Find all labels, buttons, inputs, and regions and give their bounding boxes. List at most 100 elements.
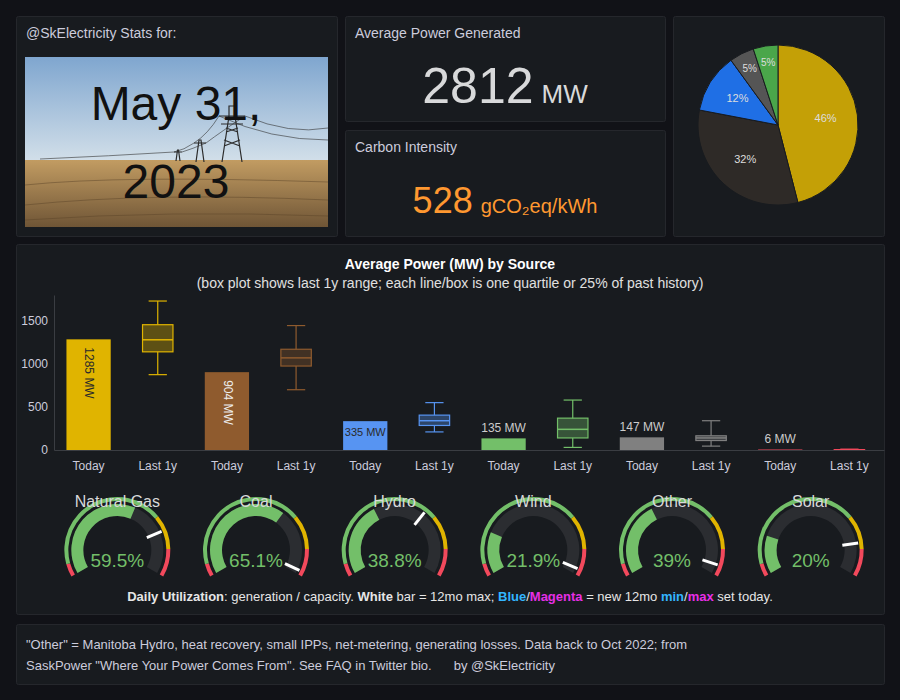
caption-part: White <box>357 589 392 604</box>
x-tick: Today <box>211 450 243 473</box>
pie-label: 12% <box>726 92 748 104</box>
gauge-value: 20% <box>792 550 830 571</box>
caption-part: set today. <box>714 589 773 604</box>
stat-unit: MW <box>542 79 589 109</box>
pie-label: 5% <box>761 57 776 68</box>
pie-slice <box>698 110 798 205</box>
x-tick-label: Last 1y <box>692 459 731 473</box>
gauge-caption: Daily Utilization: generation / capacity… <box>127 589 773 604</box>
data-labels: 1285 MW904 MW335 MW135 MW147 MW6 MW <box>82 347 796 446</box>
gauge-track <box>210 504 302 573</box>
x-tick-label: Last 1y <box>277 459 316 473</box>
bar <box>343 421 387 450</box>
chart-title: Average Power (MW) by Source <box>345 256 556 272</box>
gauge-threshold-band <box>66 563 75 576</box>
caption-part: max <box>688 589 715 604</box>
x-tick: Last 1y <box>830 450 869 473</box>
x-tick: Today <box>73 450 105 473</box>
gauge-max-marker <box>147 531 162 537</box>
pie-label: 46% <box>815 112 837 124</box>
box <box>834 449 864 450</box>
gauge-track <box>626 504 718 573</box>
y-tick-label: 1500 <box>21 314 48 328</box>
gauge-name: Wind <box>515 493 551 510</box>
pie-label: 32% <box>734 153 756 165</box>
box-lower-whisker <box>710 441 711 447</box>
gauge-name: Hydro <box>373 493 416 510</box>
gauge-track <box>349 504 441 573</box>
box-median <box>696 437 726 439</box>
box-upper-whisker <box>434 403 435 415</box>
bar-label: 147 MW <box>620 420 665 434</box>
box-upper-whisker <box>572 400 573 418</box>
y-tick-label: 500 <box>28 400 48 414</box>
box-lower-cap <box>702 446 720 447</box>
gauge-name: Coal <box>240 493 273 510</box>
box-lower-cap <box>564 447 582 448</box>
x-tick: Today <box>488 450 520 473</box>
box-median <box>143 339 173 341</box>
box-median <box>419 420 449 422</box>
gauge-track <box>487 504 579 573</box>
bar <box>66 339 110 450</box>
y-tick: 0 <box>41 443 54 457</box>
box <box>419 415 449 425</box>
gauge-value: 39% <box>653 550 691 571</box>
gauge-max-marker <box>415 512 425 525</box>
gauge-threshold-band <box>760 563 769 576</box>
date-text: 2023 <box>123 155 230 208</box>
x-tick: Last 1y <box>138 450 177 473</box>
gauge-value: 21.9% <box>506 550 560 571</box>
box-median <box>558 429 588 431</box>
bar <box>620 437 664 450</box>
caption-part: = new 12mo <box>583 589 661 604</box>
caption-part: Magenta <box>530 589 584 604</box>
x-axis-line <box>55 450 885 451</box>
gauge-value: 59.5% <box>90 550 144 571</box>
gauge-name: Solar <box>792 493 830 510</box>
box-median <box>281 357 311 359</box>
stat-number: 528 <box>413 180 473 221</box>
box-upper-cap <box>149 300 167 301</box>
gauge-name: Other <box>652 493 693 510</box>
bar <box>205 372 249 450</box>
box-upper-cap <box>287 325 305 326</box>
footer-text: SaskPower "Where Your Power Comes From".… <box>26 658 432 673</box>
page-background <box>0 0 900 700</box>
y-axis: 0 500 1000 1500 <box>21 296 54 458</box>
x-tick: Today <box>626 450 658 473</box>
gauge-max-marker <box>285 564 299 571</box>
gauge-max-marker <box>702 560 717 565</box>
box <box>143 325 173 352</box>
box-upper-whisker <box>295 326 296 350</box>
bar-label: 135 MW <box>481 421 526 435</box>
box <box>558 418 588 438</box>
box <box>281 349 311 366</box>
panel-title: Carbon Intensity <box>355 139 457 155</box>
box-upper-cap <box>702 420 720 421</box>
y-tick: 1000 <box>21 357 54 371</box>
x-tick: Last 1y <box>553 450 592 473</box>
y-tick-label: 0 <box>41 443 48 457</box>
header-photo <box>25 57 328 227</box>
plot-area <box>66 301 864 450</box>
stat-unit: gCO₂eq/kWh <box>481 195 598 217</box>
footer-credit: by @SkElectricity <box>454 658 556 673</box>
caption-part: bar = 12mo max; <box>393 589 498 604</box>
x-tick-label: Last 1y <box>553 459 592 473</box>
bar-label: 6 MW <box>765 432 797 446</box>
bar <box>758 449 802 450</box>
gauge-value: 38.8% <box>368 550 422 571</box>
x-tick-label: Last 1y <box>415 459 454 473</box>
date-text: May 31, <box>91 77 262 130</box>
gauge-fill <box>765 536 782 573</box>
header-panel <box>17 17 338 237</box>
gauge-threshold-band <box>482 563 491 576</box>
box-lower-whisker <box>434 425 435 431</box>
box-lower-whisker <box>572 438 573 447</box>
y-axis-line <box>54 296 55 451</box>
footer-text: "Other" = Manitoba Hydro, heat recovery,… <box>26 637 687 652</box>
y-tick: 500 <box>28 400 54 414</box>
stat-panel <box>346 17 666 122</box>
x-tick-label: Today <box>73 459 105 473</box>
